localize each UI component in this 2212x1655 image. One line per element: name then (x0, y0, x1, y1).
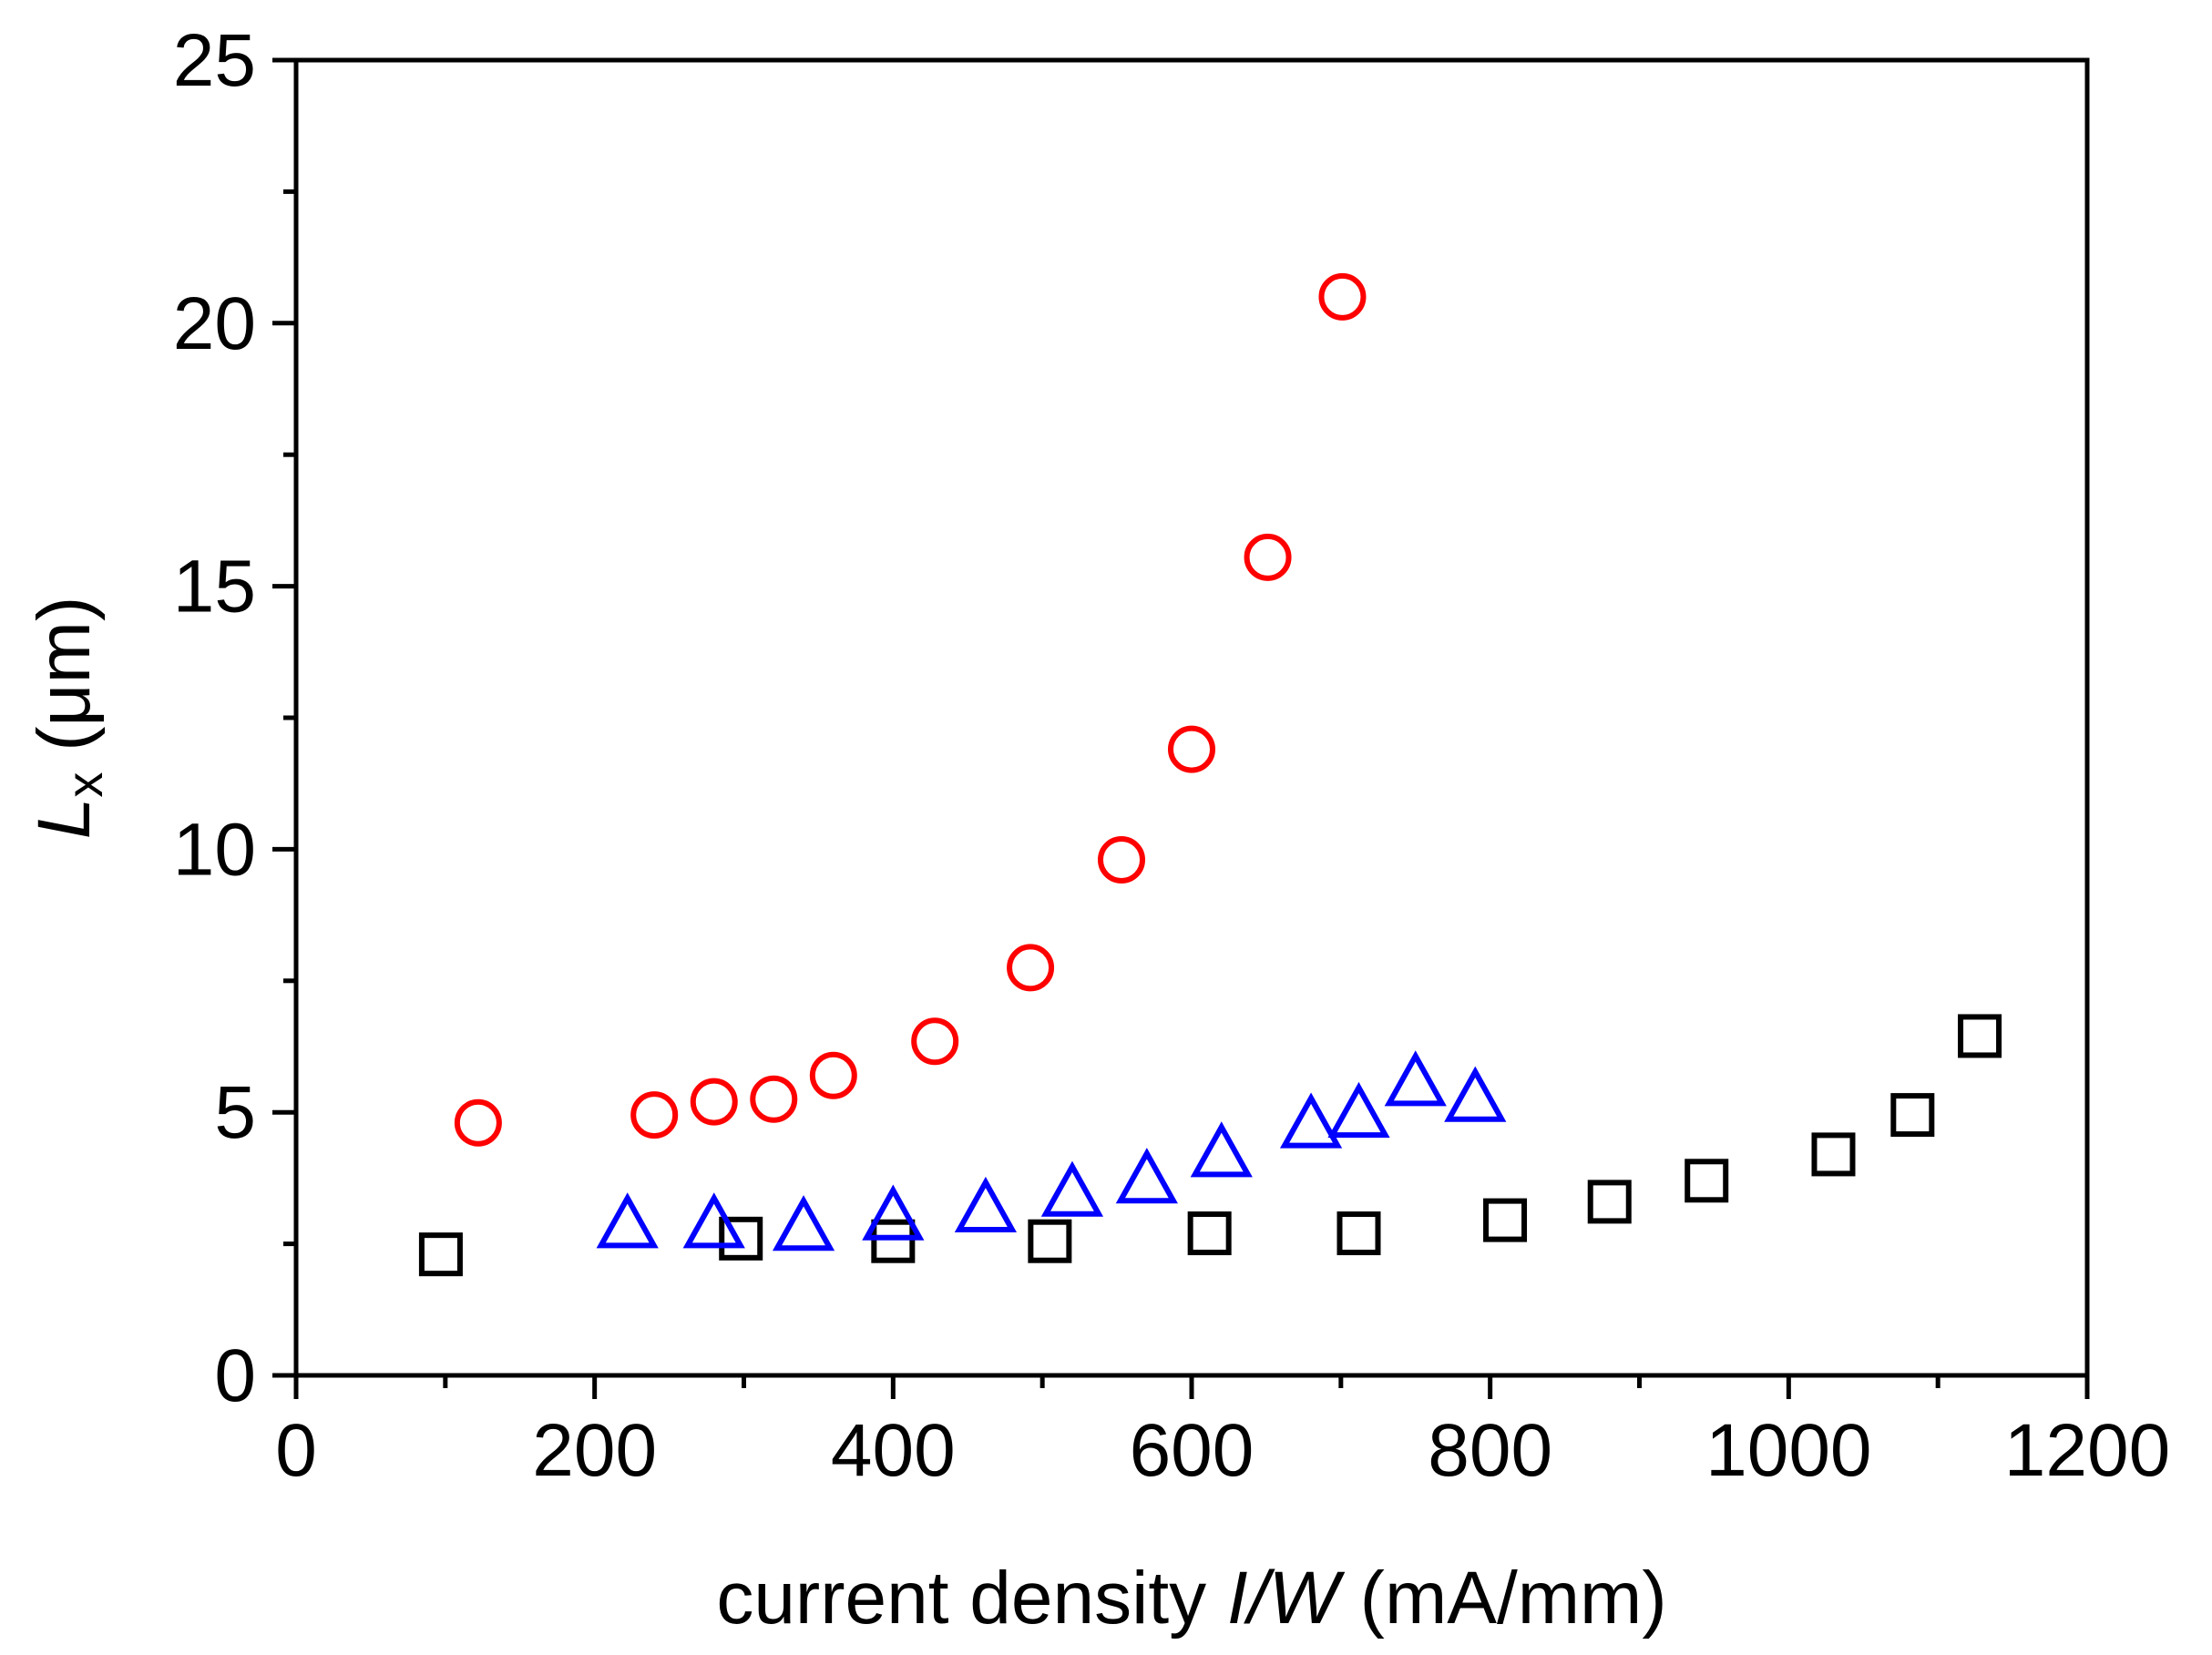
data-point-square (418, 1232, 463, 1277)
ticks: 0 200 400 600 800 1000 1200 0 5 10 15 20 25 (173, 19, 2170, 1492)
data-point-circle (1007, 944, 1055, 992)
data-point-square (1685, 1159, 1729, 1203)
data-point-circle (1097, 835, 1145, 884)
data-point-square (1483, 1198, 1528, 1242)
y-tick-label: 10 (173, 808, 256, 891)
x-axis-title: current density I/W (mA/mm) (716, 1557, 1666, 1640)
data-point-triangle (1327, 1081, 1390, 1139)
data-point-circle (911, 1017, 959, 1066)
data-point-triangle (954, 1176, 1018, 1233)
x-tick-label: 1200 (2004, 1409, 2170, 1492)
data-point-circle (1318, 272, 1367, 321)
data-point-circle (630, 1091, 679, 1139)
x-tick-label: 0 (275, 1409, 317, 1492)
x-tick-label: 1000 (1705, 1409, 1871, 1492)
data-point-circle (750, 1075, 798, 1123)
data-point-square (1336, 1211, 1381, 1256)
x-tick-label: 200 (532, 1409, 657, 1492)
data-point-triangle (772, 1195, 835, 1251)
series-circles (454, 272, 1367, 1147)
data-point-square (1890, 1093, 1935, 1138)
y-axis-title: Lx (μm) (23, 597, 113, 840)
y-tick-label: 25 (173, 19, 256, 102)
series-squares (418, 1014, 2002, 1277)
y-tick-label: 15 (173, 546, 256, 628)
data-point-square (1587, 1180, 1632, 1224)
x-tick-label: 400 (831, 1409, 956, 1492)
y-tick-label: 20 (173, 282, 256, 365)
data-point-square (719, 1216, 763, 1261)
data-point-triangle (682, 1192, 745, 1249)
data-point-triangle (596, 1192, 659, 1249)
data-point-square (1958, 1014, 2002, 1058)
data-point-square (1028, 1219, 1072, 1263)
plot-frame (293, 57, 2090, 1378)
data-point-circle (690, 1078, 738, 1126)
series-layer (418, 272, 2002, 1277)
data-point-triangle (1279, 1092, 1343, 1149)
data-point-circle (809, 1051, 857, 1099)
data-point-square (1811, 1132, 1856, 1177)
y-tick-label: 5 (214, 1071, 256, 1154)
x-tick-label: 600 (1130, 1409, 1254, 1492)
y-tick-label: 0 (214, 1334, 256, 1417)
data-point-triangle (1384, 1050, 1447, 1107)
data-point-triangle (862, 1184, 925, 1241)
series-triangles (596, 1050, 1507, 1251)
data-point-circle (1244, 533, 1292, 581)
data-point-triangle (1115, 1148, 1178, 1204)
data-point-triangle (1190, 1121, 1253, 1178)
x-tick-label: 800 (1428, 1409, 1552, 1492)
data-point-triangle (1444, 1066, 1507, 1122)
data-point-circle (454, 1098, 502, 1147)
data-point-square (871, 1219, 916, 1263)
data-point-triangle (1040, 1160, 1104, 1217)
data-point-circle (1168, 725, 1215, 773)
data-point-square (1187, 1211, 1232, 1256)
